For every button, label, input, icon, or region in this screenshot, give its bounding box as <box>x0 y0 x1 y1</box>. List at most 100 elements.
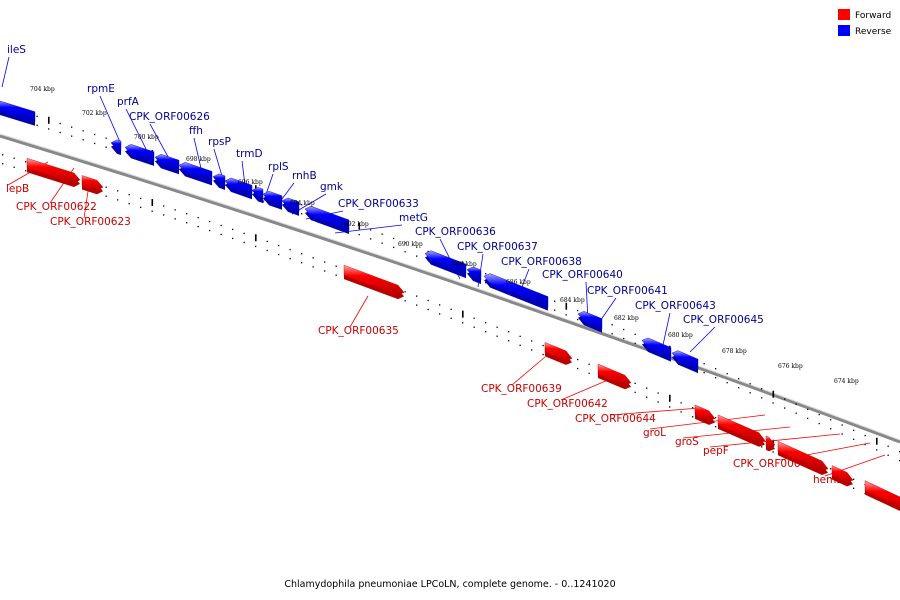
scale-tick <box>404 300 406 302</box>
scale-tick <box>59 131 61 134</box>
scale-tick <box>462 310 464 318</box>
reverse-gene-label[interactable]: trmD <box>236 148 263 160</box>
scale-tick <box>462 322 464 324</box>
scale-tick <box>554 309 556 311</box>
scale-tick <box>496 335 498 337</box>
forward-gene-label[interactable]: CPK_ORF00623 <box>50 216 131 228</box>
reverse-gene-arrow[interactable] <box>424 250 467 275</box>
scale-tick <box>749 392 751 394</box>
forward-gene-arrow[interactable] <box>544 342 573 362</box>
scale-tick <box>197 225 199 228</box>
reverse-gene-arrow[interactable] <box>124 144 155 163</box>
scale-tick <box>48 128 50 130</box>
forward-gene-arrow[interactable] <box>81 175 104 191</box>
scale-tick <box>611 324 613 326</box>
reverse-gene-arrow[interactable] <box>671 350 699 370</box>
reverse-gene-label[interactable]: ffh <box>189 125 203 137</box>
scale-tick <box>140 206 142 209</box>
scale-tick <box>634 382 636 385</box>
forward-gene-label[interactable]: CPK_ORF00635 <box>318 325 399 337</box>
scale-tick <box>335 274 337 276</box>
reverse-gene-label[interactable]: gmk <box>320 181 344 193</box>
forward-gene-label[interactable]: groS <box>675 436 699 448</box>
scale-tick <box>646 387 648 389</box>
reverse-gene-arrow[interactable] <box>641 337 672 358</box>
forward-gene-label[interactable]: CPK_ORF00642 <box>527 398 608 410</box>
scale-tick <box>669 406 671 408</box>
reverse-gene-arrow[interactable] <box>466 266 482 281</box>
scale-tick <box>784 407 786 409</box>
kbp-label: 686 kbp <box>506 279 531 286</box>
forward-gene-arrow[interactable] <box>694 404 716 422</box>
scale-tick <box>807 417 809 420</box>
reverse-gene-arrow[interactable] <box>0 100 36 122</box>
forward-gene-arrow[interactable] <box>777 440 829 472</box>
scale-tick <box>485 322 487 324</box>
forward-gene-label[interactable]: lepB <box>6 183 29 195</box>
forward-gene-arrow[interactable] <box>864 480 900 511</box>
scale-tick <box>197 216 199 219</box>
reverse-gene-label[interactable]: rpmE <box>87 83 115 95</box>
kbp-label: 694 kbp <box>290 200 315 207</box>
scale-tick <box>853 487 855 489</box>
forward-gene-label[interactable]: CPK_ORF00649 <box>733 458 814 470</box>
forward-gene-label[interactable]: CPK_ORF00639 <box>481 383 562 395</box>
scale-tick <box>186 213 188 215</box>
leader-line <box>1 56 10 88</box>
leader-line <box>125 108 149 154</box>
scale-tick <box>864 443 866 446</box>
legend-reverse-label: Reverse <box>855 27 892 37</box>
scale-tick <box>519 335 521 338</box>
reverse-gene-arrow[interactable] <box>178 162 213 182</box>
kbp-label: 676 kbp <box>778 363 803 370</box>
scale-tick <box>82 139 84 141</box>
scale-tick <box>324 270 326 272</box>
forward-gene-arrow[interactable] <box>343 264 405 296</box>
reverse-gene-label[interactable]: prfA <box>117 96 140 108</box>
scale-tick <box>830 468 832 470</box>
scale-tick <box>669 394 671 402</box>
scale-tick <box>784 398 786 400</box>
scale-tick <box>140 197 142 200</box>
forward-gene-arrow[interactable] <box>597 363 632 386</box>
forward-gene-arrow[interactable] <box>26 157 81 184</box>
reverse-gene-label[interactable]: rnhB <box>292 170 317 182</box>
scale-tick <box>554 300 556 302</box>
forward-gene-label[interactable]: CPK_ORF00622 <box>16 201 97 213</box>
forward-gene-arrow[interactable] <box>765 435 776 448</box>
scale-tick <box>243 241 245 244</box>
kbp-label: 692 kbp <box>344 221 369 228</box>
scale-tick <box>703 372 705 374</box>
reverse-gene-arrow[interactable] <box>304 205 350 231</box>
reverse-gene-label[interactable]: rpsP <box>208 136 231 148</box>
forward-gene-label[interactable]: hemL <box>813 474 842 486</box>
scale-tick <box>692 416 694 418</box>
reverse-gene-label[interactable]: CPK_ORF00641 <box>587 285 668 297</box>
reverse-gene-arrow[interactable] <box>281 197 300 213</box>
forward-gene-label[interactable]: pepF <box>703 445 729 457</box>
reverse-gene-label[interactable]: CPK_ORF00637 <box>457 241 538 253</box>
scale-tick <box>473 317 475 319</box>
reverse-gene-label[interactable]: CPK_ORF00645 <box>683 314 764 326</box>
reverse-gene-label[interactable]: CPK_ORF00638 <box>501 256 582 268</box>
scale-tick <box>416 295 418 297</box>
reverse-gene-arrow[interactable] <box>483 273 549 307</box>
forward-gene-arrow[interactable] <box>717 414 766 444</box>
forward-gene-label[interactable]: groL <box>643 427 666 439</box>
forward-gene-label[interactable]: CPK_ORF00644 <box>575 413 656 425</box>
scale-tick <box>174 209 176 211</box>
reverse-gene-label[interactable]: CPK_ORF00633 <box>338 198 419 210</box>
scale-tick <box>82 130 84 132</box>
reverse-gene-label[interactable]: CPK_ORF00643 <box>635 300 716 312</box>
scale-tick <box>163 205 165 207</box>
reverse-gene-label[interactable]: ileS <box>7 44 26 56</box>
reverse-gene-arrow[interactable] <box>110 139 122 152</box>
reverse-gene-arrow[interactable] <box>577 311 603 329</box>
reverse-gene-label[interactable]: metG <box>399 212 428 224</box>
reverse-gene-label[interactable]: CPK_ORF00626 <box>129 111 210 123</box>
scale-tick <box>2 163 4 165</box>
reverse-gene-label[interactable]: rplS <box>268 161 289 173</box>
forward-gene-arrow[interactable] <box>831 465 854 483</box>
reverse-gene-label[interactable]: CPK_ORF00640 <box>542 269 623 281</box>
reverse-gene-label[interactable]: CPK_ORF00636 <box>415 226 496 238</box>
